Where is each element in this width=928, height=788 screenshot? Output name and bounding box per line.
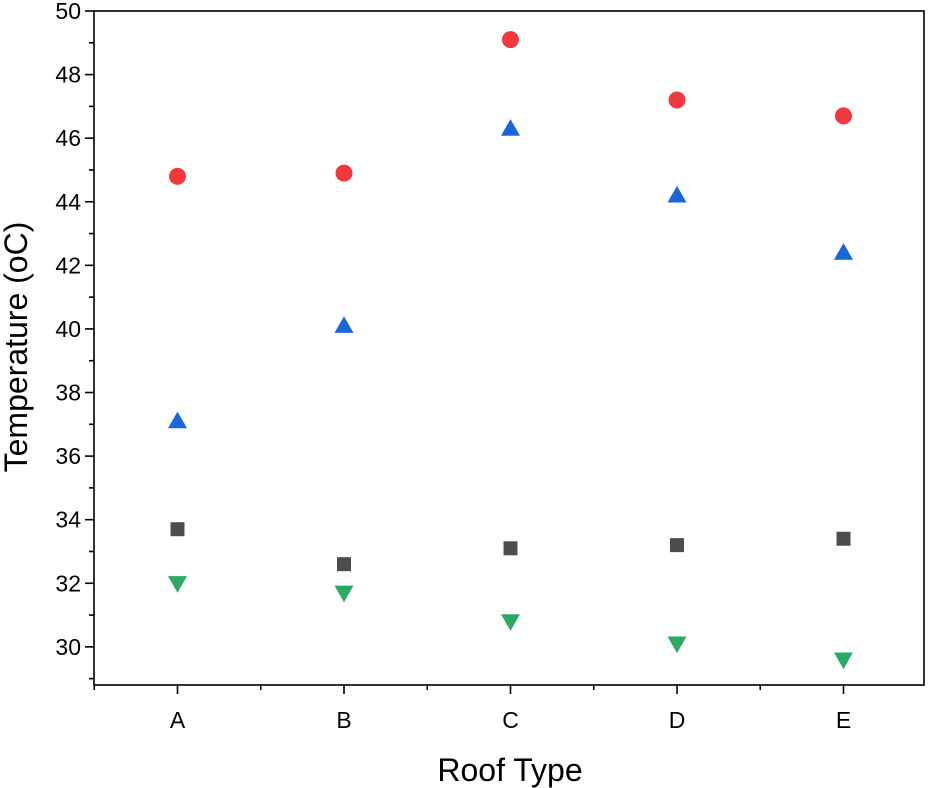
data-point-triangle-up [334,316,354,333]
data-points [168,31,853,670]
data-point-triangle-down [501,614,520,631]
y-tick-label: 32 [55,570,81,596]
data-point-triangle-down [168,576,187,593]
y-tick-label: 30 [55,634,81,660]
y-tick-label: 42 [55,252,81,278]
y-axis-ticks: 30 32 34 36 38 40 42 44 46 48 50 [55,0,94,680]
data-point-triangle-up [834,243,853,260]
data-point-square [836,531,851,546]
plot-frame [93,10,925,686]
x-axis-title: Roof Type [437,752,582,788]
x-tick-label: D [669,707,686,733]
data-point-square [670,538,684,553]
data-point-square [503,541,518,556]
y-tick-label: 36 [55,443,81,469]
data-point-circle [668,91,686,109]
y-tick-label: 38 [55,380,81,406]
axes [93,10,925,686]
data-point-triangle-down [334,585,354,603]
y-tick-label: 48 [55,62,81,88]
y-tick-label: 40 [55,316,81,342]
y-tick-label: 44 [55,189,81,215]
data-point-triangle-down [667,636,687,654]
y-axis-title: Temperature (oC) [0,222,34,473]
x-tick-label: B [336,707,351,733]
data-point-triangle-up [667,185,687,203]
data-point-circle [835,107,852,125]
x-tick-label: C [502,707,519,733]
data-point-circle [502,31,519,49]
data-point-triangle-up [168,411,187,429]
y-tick-label: 46 [55,125,81,151]
x-tick-label: A [170,707,186,733]
data-point-square [337,557,351,572]
x-axis-ticks: A B C D E [93,685,851,733]
x-tick-label: E [836,707,851,733]
y-tick-label: 50 [55,0,81,24]
y-tick-label: 34 [55,507,81,533]
data-point-triangle-down [834,652,853,670]
data-point-circle [335,164,353,182]
data-point-triangle-up [501,119,520,136]
data-point-circle [169,167,186,185]
data-point-square [170,522,185,537]
